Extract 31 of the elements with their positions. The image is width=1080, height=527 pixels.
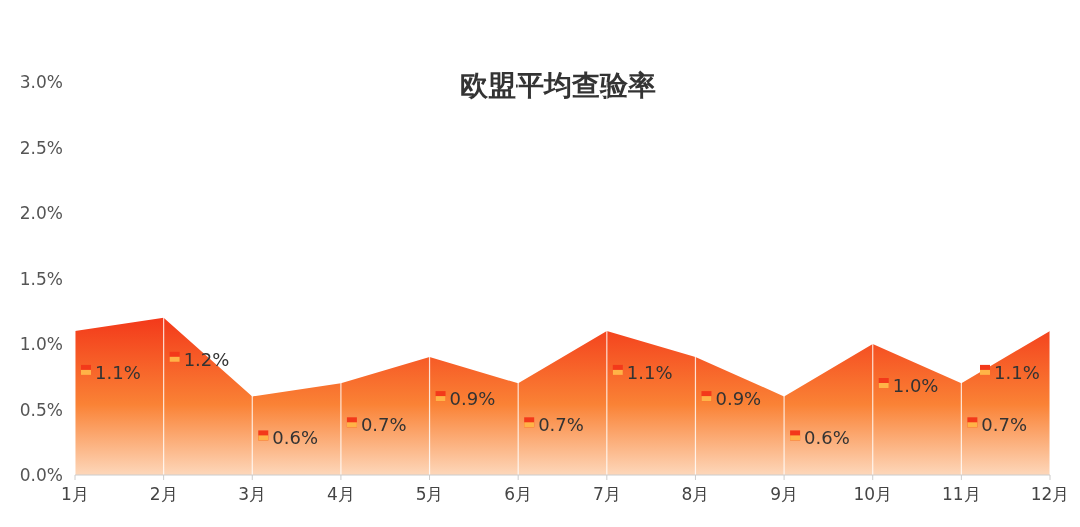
y-tick-label: 2.5%: [19, 137, 63, 158]
x-tick-label: 3月: [238, 484, 267, 504]
chart-title: 欧盟平均查验率: [460, 69, 656, 102]
y-tick-label: 1.5%: [19, 268, 63, 289]
x-tick-label: 6月: [504, 484, 533, 504]
y-tick-label: 0.0%: [19, 465, 63, 485]
data-label: 1.1%: [994, 361, 1040, 383]
data-label: 1.1%: [626, 361, 673, 383]
data-label: 0.7%: [981, 414, 1028, 436]
data-label: 0.6%: [272, 427, 319, 449]
y-tick-label: 2.0%: [19, 203, 63, 223]
x-tick-label: 12月: [1030, 484, 1070, 504]
y-tick-label: 1.0%: [19, 334, 63, 354]
data-label: 1.1%: [95, 361, 141, 383]
x-tick-label: 8月: [681, 484, 710, 504]
data-label: 1.0%: [892, 375, 939, 396]
x-tick-label: 10月: [853, 484, 893, 504]
x-tick-label: 11月: [942, 484, 981, 504]
x-tick-label: 5月: [415, 484, 444, 504]
x-tick-label: 4月: [327, 484, 355, 504]
x-tick-label: 7月: [592, 484, 621, 504]
x-tick-label: 2月: [149, 484, 178, 504]
data-label: 0.7%: [538, 414, 584, 436]
data-label: 0.9%: [715, 388, 762, 410]
data-label: 0.9%: [449, 388, 496, 410]
x-tick-label: 1月: [61, 484, 89, 504]
data-label: 0.7%: [360, 414, 407, 436]
y-tick-label: 0.5%: [19, 399, 63, 420]
data-label: 0.6%: [804, 427, 850, 449]
x-tick-label: 9月: [770, 484, 798, 504]
y-tick-label: 3.0%: [19, 72, 63, 92]
